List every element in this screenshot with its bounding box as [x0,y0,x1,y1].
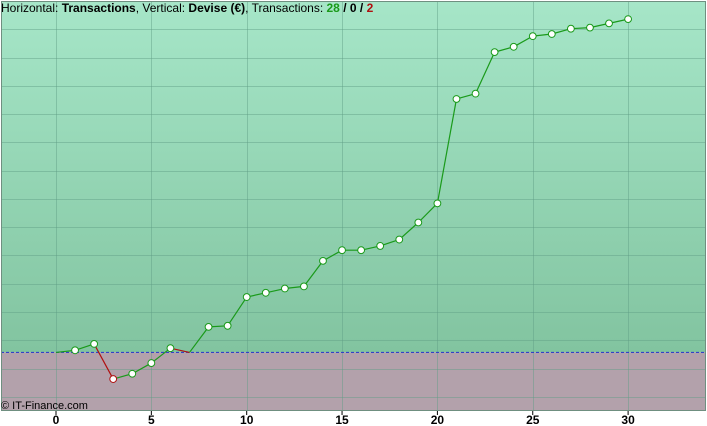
win-point [319,256,327,265]
win-point [204,322,213,331]
win-point [414,218,423,227]
header-loss-count: 2 [367,1,374,15]
chart-header: Horizontal: Transactions, Vertical: Devi… [1,1,374,15]
header-horizontal-value: Transactions [62,1,136,15]
x-tick-label: 15 [335,413,349,426]
win-point [471,89,480,98]
win-point [338,246,346,255]
win-segment [227,296,248,327]
win-point [509,42,518,51]
win-point [452,95,461,103]
header-vertical-prefix: , Vertical: [136,1,189,15]
win-point [490,48,499,57]
win-point [395,235,404,244]
x-axis-ticks: 0 5 10 15 20 25 30 [53,411,635,426]
win-segment [417,202,438,223]
x-tick-label: 25 [526,413,540,426]
win-point [280,284,289,293]
win-point [147,359,156,367]
win-point [300,282,308,291]
header-neutral-count: 0 [350,1,357,15]
win-point [166,344,175,353]
header-win-count: 28 [327,1,341,15]
header-horizontal-prefix: Horizontal: [1,1,62,15]
equity-points [71,15,632,383]
win-point [605,19,613,28]
win-point [223,321,232,330]
win-segment [474,51,496,94]
loss-segment [93,343,114,380]
plot-area-below-zero [1,352,706,411]
x-tick-label: 5 [148,413,155,426]
win-point [357,246,366,255]
win-point [242,293,251,301]
win-point [624,15,632,24]
x-tick-label: 20 [431,413,445,426]
header-transactions-prefix: , Transactions: [245,1,326,15]
win-point [586,23,594,32]
watermark: © IT-Finance.com [1,400,88,412]
loss-point [109,375,118,383]
win-point [261,288,270,297]
plot-area-above-zero [1,1,706,353]
win-point [433,199,442,208]
win-point [376,242,385,250]
grid-lines [1,1,706,411]
win-point [547,30,556,38]
plot-border [1,1,706,411]
header-vertical-value: Devise (€) [188,1,245,15]
win-point [71,346,79,355]
x-tick-label: 30 [621,413,635,426]
header-separator-2: / [357,1,367,15]
win-segment [436,98,458,204]
win-segment [189,326,210,353]
win-point [128,369,137,378]
win-segment [398,222,419,240]
header-separator-1: / [340,1,350,15]
win-point [90,340,99,348]
win-segment [303,260,324,287]
x-tick-label: 10 [240,413,254,426]
win-point [566,24,575,33]
x-tick-label: 0 [53,413,60,426]
win-segment [150,347,171,364]
win-point [528,32,537,41]
